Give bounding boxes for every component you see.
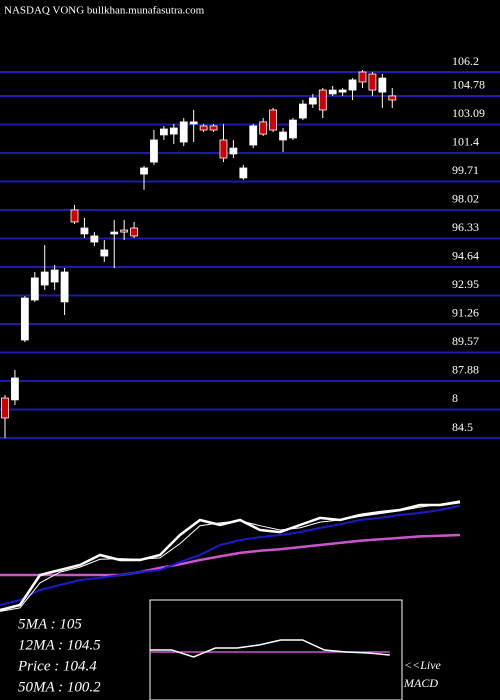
y-tick-label: 8 bbox=[452, 391, 458, 405]
candle-body bbox=[100, 249, 109, 257]
y-tick-label: 84.5 bbox=[452, 420, 473, 434]
candle-body bbox=[269, 109, 278, 131]
legend-label: 5MA : 105 bbox=[18, 616, 82, 632]
candle-body bbox=[338, 89, 347, 93]
candle-body bbox=[159, 128, 168, 136]
candle-body bbox=[60, 271, 69, 303]
candle-body bbox=[150, 139, 158, 163]
legend-label: 50MA : 100.2 bbox=[18, 679, 101, 695]
y-tick-label: 87.88 bbox=[452, 363, 479, 377]
indicator-line bbox=[0, 533, 461, 577]
candle-body bbox=[110, 231, 119, 235]
candle-body bbox=[130, 227, 138, 237]
candle-body bbox=[189, 121, 198, 125]
candle-body bbox=[239, 167, 248, 179]
y-tick-label: 98.02 bbox=[452, 192, 479, 206]
candle-body bbox=[368, 73, 377, 91]
note: MACD bbox=[403, 676, 438, 690]
y-tick-label: 92.95 bbox=[452, 277, 479, 291]
candle-body bbox=[259, 121, 268, 135]
candle-body bbox=[179, 121, 188, 143]
candle-body bbox=[289, 119, 297, 139]
candle-body bbox=[229, 147, 238, 155]
candle-body bbox=[388, 95, 397, 101]
candle-body bbox=[249, 125, 258, 146]
candle-body bbox=[50, 269, 59, 283]
candle-body bbox=[80, 227, 89, 235]
y-tick-label: 101.4 bbox=[452, 135, 479, 149]
candle-body bbox=[219, 139, 228, 159]
candle-body bbox=[169, 127, 178, 135]
legend-label: Price : 104.4 bbox=[17, 658, 97, 674]
candle-body bbox=[209, 125, 218, 131]
candle-body bbox=[40, 271, 49, 286]
candle-body bbox=[378, 77, 387, 93]
candle-body bbox=[298, 103, 307, 119]
indicator-line bbox=[0, 500, 461, 612]
y-tick-label: 91.26 bbox=[452, 306, 479, 320]
candle-body bbox=[11, 377, 19, 401]
candle-body bbox=[199, 125, 208, 131]
candle-body bbox=[20, 297, 29, 341]
y-tick-label: 99.71 bbox=[452, 163, 479, 177]
y-tick-label: 94.64 bbox=[452, 249, 479, 263]
candle-body bbox=[308, 97, 317, 105]
note: <<Live bbox=[404, 658, 442, 672]
candle-body bbox=[90, 235, 99, 243]
candle-body bbox=[1, 397, 9, 419]
candle-body bbox=[279, 131, 287, 141]
y-tick-label: 103.09 bbox=[452, 106, 485, 120]
candle-body bbox=[70, 209, 79, 223]
chart-title: NASDAQ VONG bullkhan.munafasutra.com bbox=[4, 5, 205, 17]
y-tick-label: 106.2 bbox=[452, 54, 479, 68]
y-tick-label: 96.33 bbox=[452, 220, 479, 234]
candle-body bbox=[348, 79, 357, 91]
candle-body bbox=[318, 89, 327, 111]
legend-label: 12MA : 104.5 bbox=[18, 637, 101, 653]
y-tick-label: 89.57 bbox=[452, 334, 479, 348]
candle-body bbox=[358, 71, 367, 83]
candle-body bbox=[140, 167, 148, 175]
candle-body bbox=[328, 89, 337, 95]
candle-body bbox=[30, 277, 39, 301]
indicator-line bbox=[0, 504, 461, 606]
candle-body bbox=[120, 229, 129, 233]
macd-panel bbox=[149, 599, 403, 700]
indicator-line bbox=[150, 639, 390, 658]
y-tick-label: 104.78 bbox=[452, 78, 485, 92]
